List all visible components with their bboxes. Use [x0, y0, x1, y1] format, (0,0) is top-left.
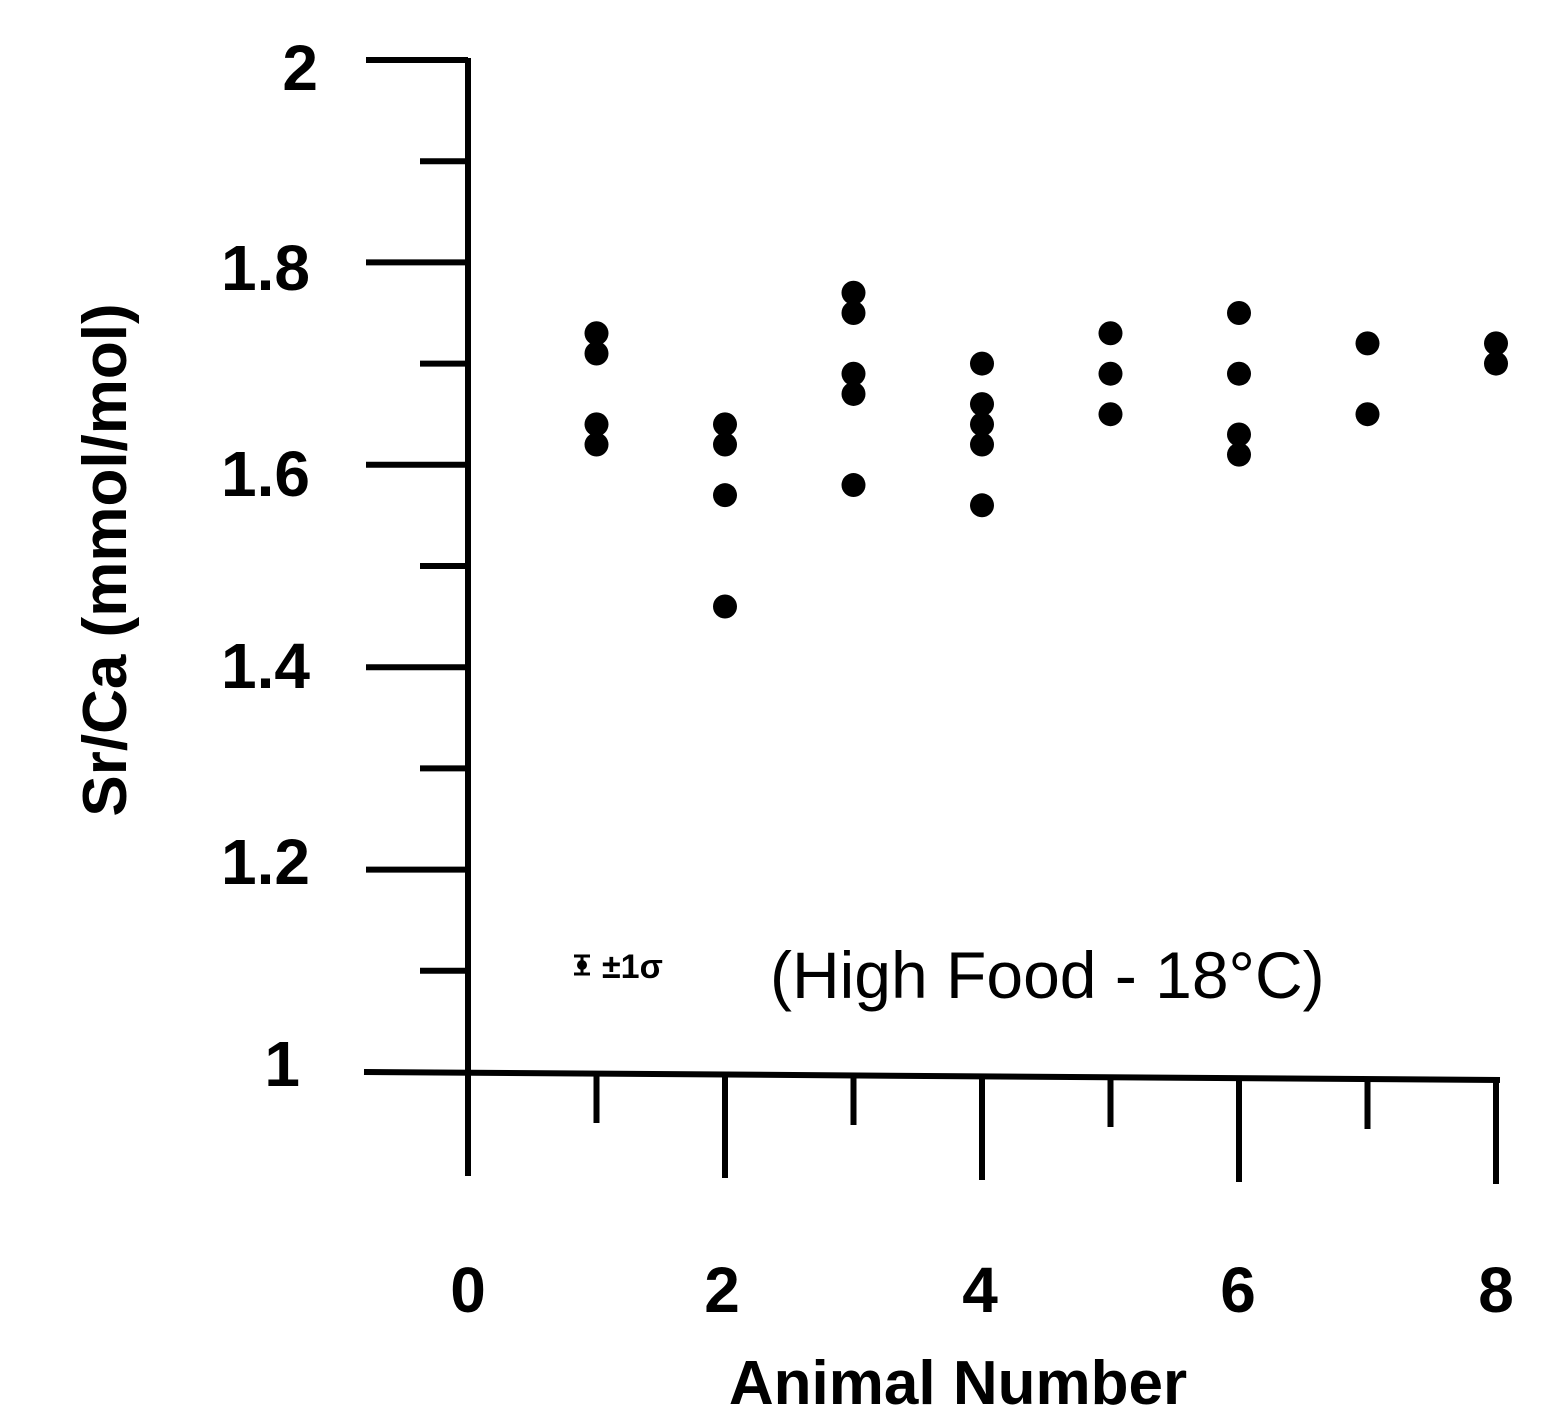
legend-label: (High Food - 18°C)	[770, 938, 1325, 1012]
data-point	[841, 381, 866, 406]
data-point	[713, 412, 737, 437]
legend: ±1σ (High Food - 18°C)	[574, 938, 1325, 1012]
y-tick-label: 1	[264, 1028, 300, 1100]
data-point	[841, 473, 866, 498]
data-point	[841, 280, 866, 305]
x-tick-label: 4	[962, 1254, 998, 1326]
x-axis-line	[363, 1069, 1501, 1083]
data-point	[1227, 422, 1251, 447]
y-tick-label: 2	[282, 32, 318, 104]
x-tick-labels: 0 2 4 6 8	[450, 1254, 1514, 1326]
y-tick-labels: 1 1.2 1.4 1.6 1.8 2	[221, 32, 318, 1100]
data-point	[1098, 321, 1123, 346]
data-point	[970, 432, 994, 457]
data-point	[584, 341, 609, 366]
y-tick-label: 1.6	[221, 438, 310, 510]
y-tick-label: 1.8	[221, 232, 310, 304]
data-point	[713, 594, 737, 619]
data-point	[970, 392, 994, 417]
y-tick-label: 1.2	[221, 826, 310, 898]
data-point	[970, 493, 994, 518]
y-ticks	[366, 57, 468, 974]
y-tick-label: 1.4	[221, 630, 310, 702]
x-ticks	[465, 1072, 1499, 1184]
y-axis-label: Sr/Ca (mmol/mol)	[71, 303, 140, 816]
data-point	[1227, 442, 1251, 467]
data-point	[1484, 331, 1508, 356]
data-point	[1098, 361, 1123, 386]
data-point	[841, 301, 866, 325]
data-point	[1227, 361, 1251, 386]
data-point	[584, 412, 609, 437]
x-tick-label: 2	[704, 1254, 740, 1326]
data-point	[1355, 402, 1380, 427]
data-point	[970, 351, 994, 376]
data-points	[584, 280, 1508, 619]
legend-sigma-label: ±1σ	[602, 948, 663, 986]
x-tick-label: 0	[450, 1254, 486, 1326]
x-tick-label: 8	[1478, 1254, 1514, 1326]
data-point	[1098, 402, 1123, 427]
data-point	[841, 361, 866, 386]
data-point	[1355, 331, 1380, 356]
data-point	[713, 432, 737, 457]
data-point	[1484, 351, 1508, 376]
error-bar-symbol	[574, 954, 590, 976]
data-point	[1227, 301, 1251, 325]
axes	[363, 58, 1501, 1083]
data-point	[970, 412, 994, 437]
data-point	[584, 321, 609, 346]
data-point	[584, 432, 609, 457]
data-point	[713, 483, 737, 508]
x-tick-label: 6	[1220, 1254, 1256, 1326]
x-axis-label: Animal Number	[729, 1349, 1187, 1416]
